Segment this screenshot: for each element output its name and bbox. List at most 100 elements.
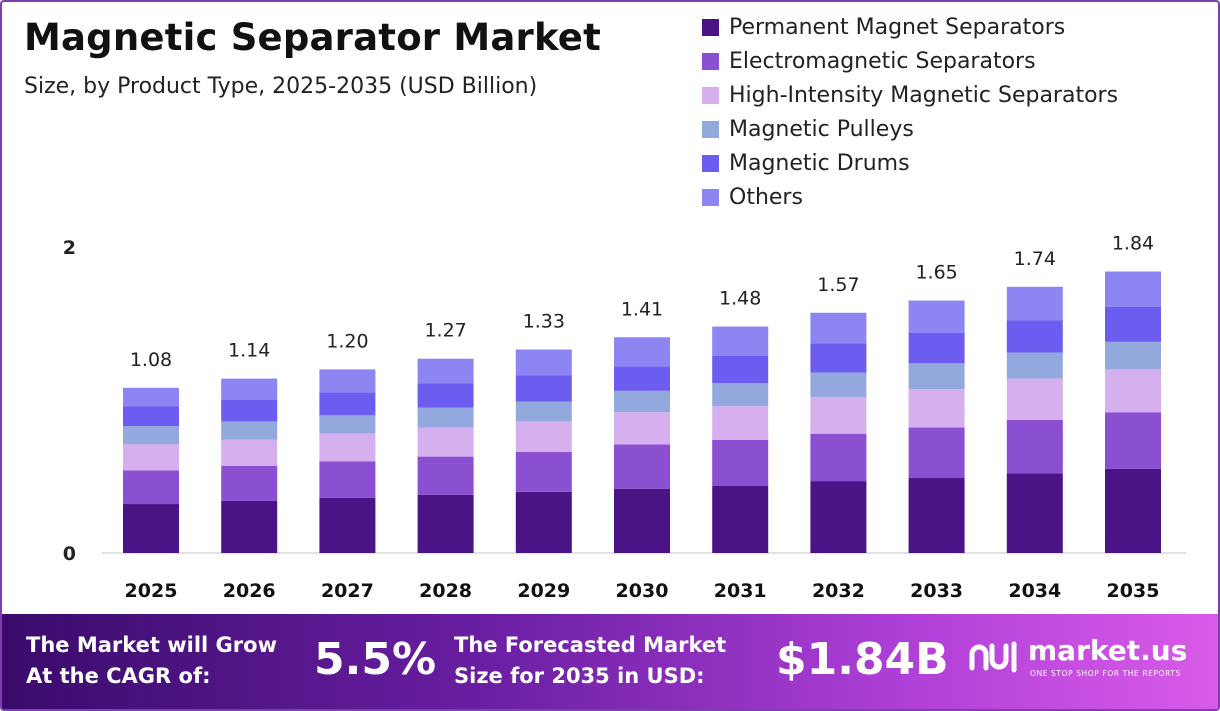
bar-segment	[614, 337, 670, 367]
legend-label: Electromagnetic Separators	[729, 48, 1036, 74]
x-tick-label: 2026	[223, 580, 276, 602]
legend-swatch	[702, 188, 719, 206]
bar-segment	[123, 470, 179, 505]
bar-segment	[908, 363, 965, 390]
bar-segment	[221, 378, 278, 400]
bar-total-label: 1.27	[424, 320, 466, 342]
market-us-logo-text: market.us	[1028, 634, 1188, 667]
bar-segment	[908, 427, 965, 479]
forecast-label-line2: Size for 2035 in USD:	[454, 664, 705, 688]
bar-segment	[908, 478, 965, 553]
bar-total-label: 1.08	[130, 349, 172, 371]
bar-segment	[1006, 378, 1063, 420]
bar-segment	[1006, 473, 1063, 553]
legend-item: Others	[702, 180, 1118, 214]
legend-label: Magnetic Pulleys	[729, 116, 914, 142]
bar-segment	[221, 439, 278, 466]
legend-item: Magnetic Drums	[702, 146, 1118, 180]
bar-segment	[221, 400, 278, 422]
bar-segment	[123, 444, 179, 471]
x-tick-label: 2027	[321, 580, 374, 602]
cagr-label: The Market will Grow At the CAGR of:	[26, 630, 277, 692]
bar-segment	[712, 355, 769, 384]
legend-item: Permanent Magnet Separators	[702, 10, 1118, 44]
bar-total-label: 1.74	[1014, 248, 1056, 270]
cagr-label-line1: The Market will Grow	[26, 633, 277, 657]
y-tick-label: 0	[63, 543, 76, 565]
cagr-label-line2: At the CAGR of:	[26, 664, 211, 688]
x-tick-label: 2032	[812, 580, 865, 602]
bar-total-label: 1.41	[621, 298, 663, 320]
bar-segment	[515, 375, 572, 402]
bar-segment	[221, 421, 278, 440]
bar-segment	[614, 390, 670, 413]
forecast-label: The Forecasted Market Size for 2035 in U…	[454, 630, 726, 692]
legend-label: Permanent Magnet Separators	[729, 14, 1066, 40]
bar-segment	[712, 383, 769, 407]
legend-label: High-Intensity Magnetic Separators	[729, 82, 1119, 108]
bar-segment	[908, 300, 965, 333]
bar-segment	[515, 491, 572, 553]
legend-item: High-Intensity Magnetic Separators	[702, 78, 1118, 112]
bar-segment	[319, 392, 376, 416]
chart-subtitle: Size, by Product Type, 2025-2035 (USD Bi…	[24, 74, 538, 99]
bar-segment	[1105, 341, 1161, 370]
bar-segment	[810, 396, 867, 434]
legend-swatch	[702, 120, 719, 138]
bar-segment	[810, 433, 867, 482]
legend-swatch	[702, 86, 719, 104]
summary-footer: The Market will Grow At the CAGR of: 5.5…	[2, 614, 1218, 709]
bar-segment	[614, 444, 670, 489]
bar-segment	[614, 412, 670, 445]
bar-segment	[810, 343, 867, 373]
legend-swatch	[702, 52, 719, 70]
bar-segment	[1105, 369, 1161, 413]
x-tick-label: 2033	[910, 580, 963, 602]
bar-segment	[319, 415, 376, 434]
bar-total-label: 1.65	[915, 262, 957, 284]
y-tick-label: 2	[63, 237, 76, 259]
bar-total-label: 1.48	[719, 288, 761, 310]
bar-segment	[810, 481, 867, 553]
bar-segment	[1105, 271, 1161, 307]
legend-label: Others	[729, 184, 803, 210]
market-us-logo-tagline: ONE STOP SHOP FOR THE REPORTS	[1030, 669, 1181, 678]
x-tick-label: 2035	[1107, 580, 1160, 602]
bar-segment	[319, 433, 376, 462]
chart-title: Magnetic Separator Market	[24, 16, 601, 59]
bar-segment	[417, 407, 474, 428]
bar-segment	[515, 452, 572, 492]
legend-item: Magnetic Pulleys	[702, 112, 1118, 146]
bar-segment	[515, 421, 572, 453]
bar-segment	[123, 406, 179, 427]
bar-segment	[123, 504, 179, 553]
bar-segment	[908, 389, 965, 428]
stacked-bar-chart: 0 2 1.08 2025 1.14 2026 1.20 2027 1.27 2028 1.33 20…	[63, 232, 1186, 602]
forecast-label-line1: The Forecasted Market	[454, 633, 727, 657]
bar-segment	[1006, 286, 1063, 321]
bar-segment	[417, 358, 474, 384]
legend-swatch	[702, 154, 719, 172]
bar-segment	[1006, 352, 1063, 379]
bar-segment	[712, 406, 769, 440]
cagr-value: 5.5%	[314, 634, 437, 685]
bar-total-label: 1.33	[523, 311, 565, 333]
bar-segment	[123, 387, 179, 407]
bar-total-label: 1.84	[1112, 232, 1154, 254]
x-tick-label: 2029	[517, 580, 570, 602]
bar-segment	[417, 383, 474, 408]
bar-segment	[417, 427, 474, 457]
bar-segment	[908, 332, 965, 364]
legend-label: Magnetic Drums	[729, 150, 910, 176]
bar-segment	[712, 485, 769, 553]
bar-segment	[810, 312, 867, 344]
bar-segment	[515, 401, 572, 422]
bar-segment	[1105, 306, 1161, 342]
bar-segment	[712, 439, 769, 486]
bar-segment	[614, 488, 670, 553]
forecast-value: $1.84B	[776, 634, 949, 685]
bar-segment	[515, 349, 572, 376]
bar-segment	[221, 500, 278, 553]
x-tick-label: 2028	[419, 580, 472, 602]
